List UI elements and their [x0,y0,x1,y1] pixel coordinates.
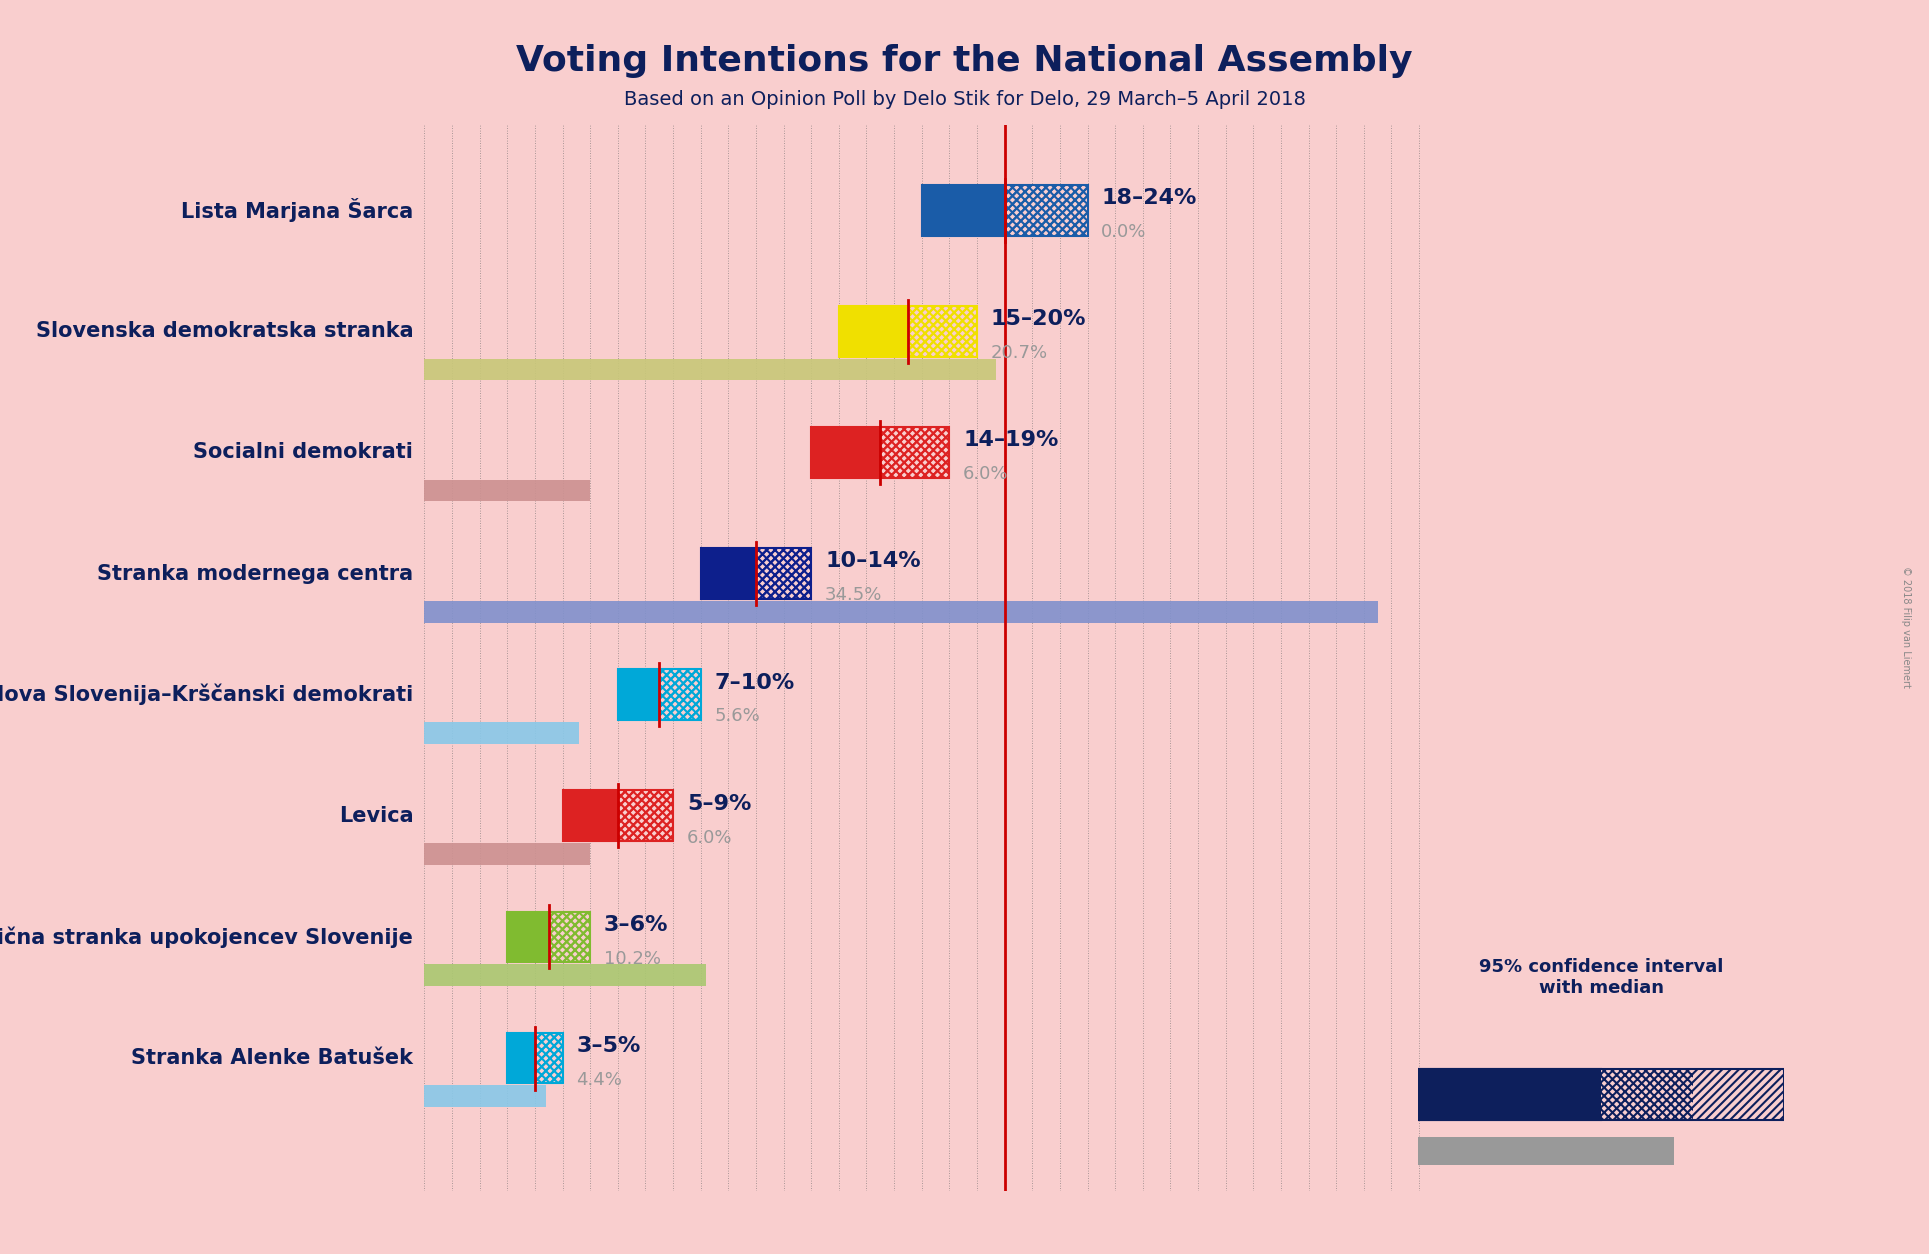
Bar [424,359,997,380]
Bar [756,548,812,599]
Text: 95% confidence interval
with median: 95% confidence interval with median [1480,958,1723,997]
Bar [617,790,673,841]
Text: Socialni demokrati: Socialni demokrati [193,443,413,463]
Text: 6.0%: 6.0% [687,829,733,846]
Bar [880,428,949,478]
Text: 5.6%: 5.6% [714,707,760,726]
Text: 18–24%: 18–24% [1101,188,1196,208]
Bar [1005,184,1088,236]
Bar [424,601,1377,623]
Bar [1601,1068,1694,1120]
Bar [922,184,1088,236]
Bar [548,912,590,962]
Text: 5–9%: 5–9% [687,794,750,814]
Text: 10–14%: 10–14% [826,552,920,572]
Text: Slovenska demokratska stranka: Slovenska demokratska stranka [37,321,413,341]
Bar [922,184,1005,236]
Bar [756,548,812,599]
Text: Nova Slovenija–Krščanski demokrati: Nova Slovenija–Krščanski demokrati [0,683,413,706]
Text: 7–10%: 7–10% [714,672,795,692]
Bar [1694,1068,1784,1120]
Bar [1005,184,1088,236]
Bar [1005,184,1088,236]
Bar [534,1032,563,1083]
Bar [617,790,673,841]
Text: 0.0%: 0.0% [1101,223,1146,241]
Text: Last result: Last result [1537,1147,1632,1165]
Bar [812,428,949,478]
Bar [507,912,590,962]
Text: 34.5%: 34.5% [826,587,882,604]
Bar [424,843,590,865]
Bar [660,670,700,720]
Text: 4.4%: 4.4% [577,1071,623,1088]
Bar [507,1032,563,1083]
Bar [880,428,949,478]
Bar [700,548,812,599]
Bar [563,790,673,841]
Bar [909,306,976,356]
Text: 3–5%: 3–5% [577,1036,640,1056]
Text: Based on an Opinion Poll by Delo Stik for Delo, 29 March–5 April 2018: Based on an Opinion Poll by Delo Stik fo… [623,90,1306,109]
Bar [424,964,706,986]
Bar [617,670,660,720]
Text: Stranka modernega centra: Stranka modernega centra [96,563,413,583]
Bar [660,670,700,720]
Text: 10.2%: 10.2% [604,949,662,968]
Bar [534,1032,563,1083]
Text: © 2018 Filip van Liemert: © 2018 Filip van Liemert [1900,566,1912,688]
Bar [756,548,812,599]
Text: 20.7%: 20.7% [992,344,1047,362]
Bar [424,722,579,744]
Bar [507,912,548,962]
Bar [660,670,700,720]
Text: 6.0%: 6.0% [963,465,1009,483]
Bar [909,306,976,356]
Bar [839,306,976,356]
Text: 15–20%: 15–20% [992,310,1086,330]
Text: 14–19%: 14–19% [963,430,1059,450]
Text: 3–6%: 3–6% [604,915,669,934]
Bar [534,1032,563,1083]
Text: Demokratična stranka upokojencev Slovenije: Demokratična stranka upokojencev Sloveni… [0,927,413,948]
Bar [880,428,949,478]
Bar [909,306,976,356]
Bar [617,790,673,841]
Bar [563,790,617,841]
Bar [548,912,590,962]
Text: Stranka Alenke Batušek: Stranka Alenke Batušek [131,1048,413,1068]
Bar [507,1032,534,1083]
Bar [424,1085,546,1107]
Bar [1601,1068,1694,1120]
Text: Lista Marjana Šarca: Lista Marjana Šarca [181,198,413,222]
Text: Voting Intentions for the National Assembly: Voting Intentions for the National Assem… [517,44,1412,78]
Text: Levica: Levica [340,806,413,826]
Bar [617,670,700,720]
Bar [548,912,590,962]
Bar [839,306,909,356]
Bar [1418,1068,1601,1120]
Bar [700,548,756,599]
Bar [424,480,590,502]
Bar [812,428,880,478]
